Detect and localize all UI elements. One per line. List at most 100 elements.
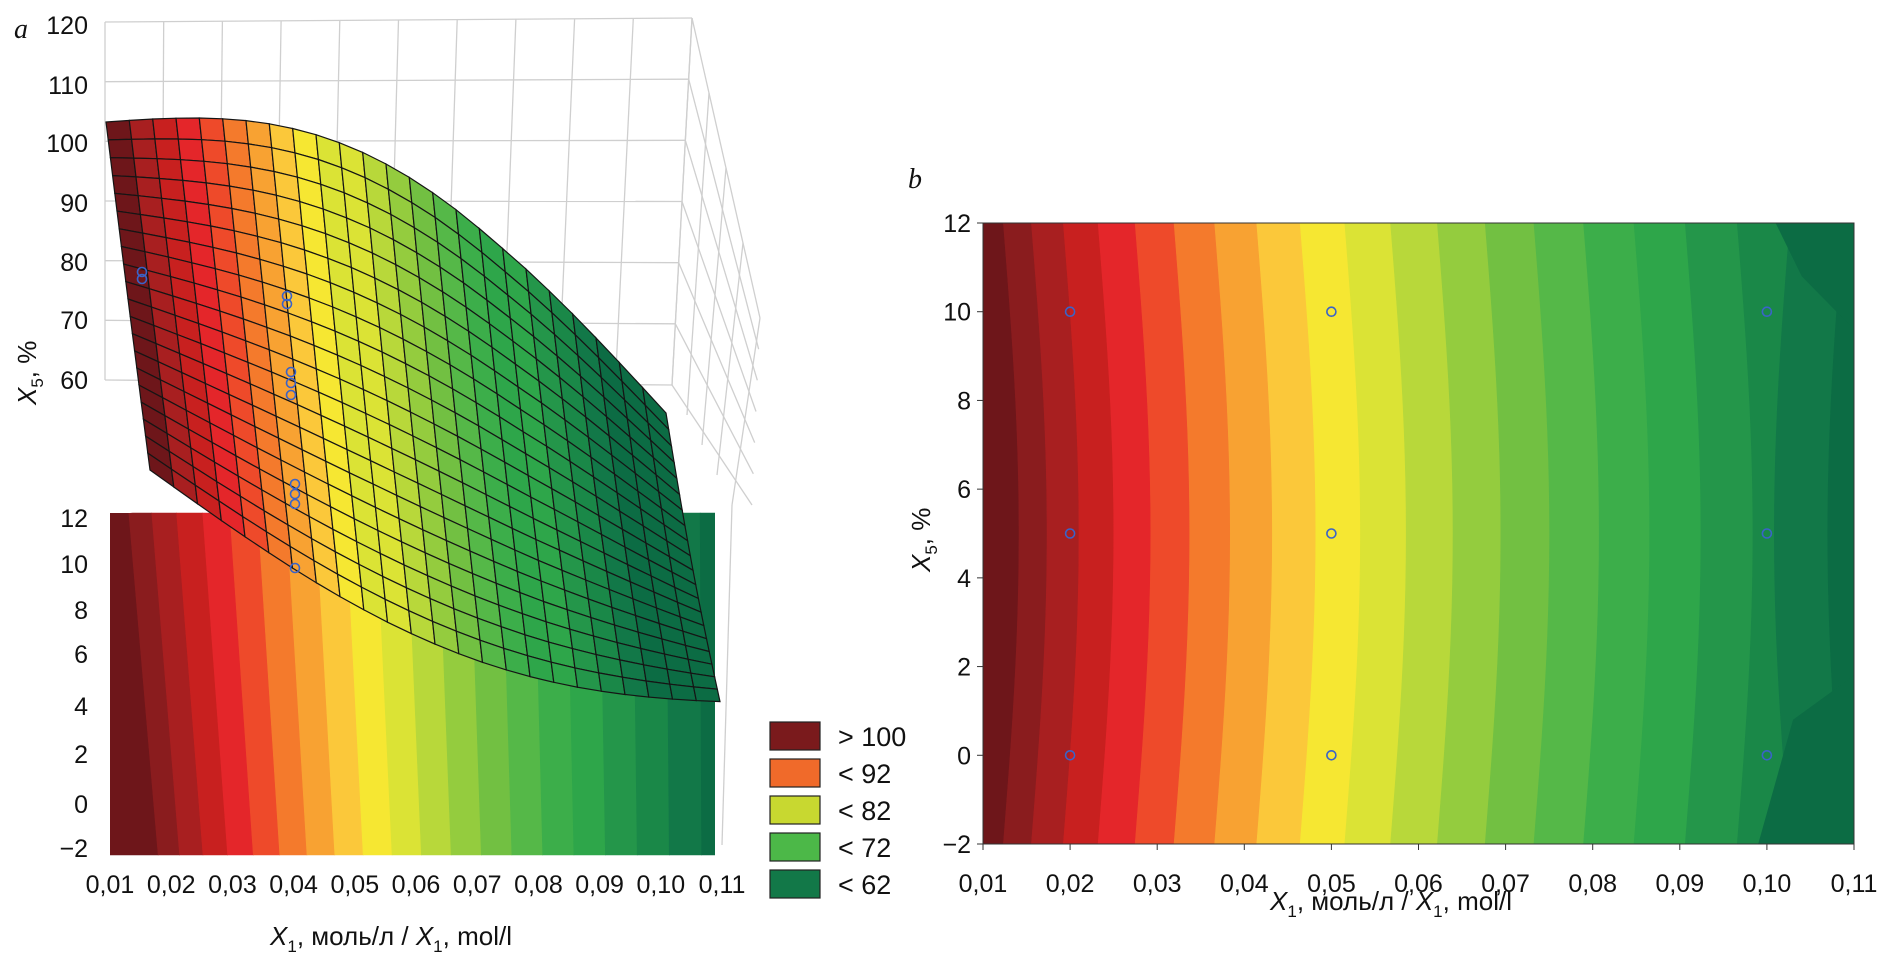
x-tick-label: 0,04 <box>269 871 318 899</box>
z-tick-label: 100 <box>46 130 88 158</box>
surface-cell <box>200 139 228 165</box>
surface-cell <box>107 138 135 159</box>
z-tick-label: 60 <box>60 367 88 395</box>
grid-line <box>716 242 744 476</box>
z-tick-label: 70 <box>60 307 88 335</box>
surface-cell <box>175 117 203 141</box>
surface-cell <box>135 176 163 199</box>
grid-line <box>671 384 753 506</box>
legend-label: < 92 <box>838 759 891 789</box>
legend-label: > 100 <box>838 722 906 752</box>
x-tick-label: 0,07 <box>1481 870 1530 898</box>
surface-cell <box>154 138 182 161</box>
data-point <box>289 498 301 510</box>
contour-plot <box>983 223 1854 844</box>
z-tick-label: 90 <box>60 190 88 218</box>
x-axis-ticks: 0,01 0,02 0,03 0,04 0,05 0,06 0,07 0,08 0,09 0,10… <box>86 871 746 899</box>
panel-b-label: b <box>908 164 922 195</box>
data-point <box>1761 528 1773 539</box>
y-tick-label: 12 <box>943 210 971 238</box>
data-point <box>289 562 301 574</box>
grid-line <box>731 317 761 506</box>
data-point <box>1064 528 1076 539</box>
y-axis-ticks: −2 0 2 4 6 8 10 12 <box>59 505 88 863</box>
legend-label: < 72 <box>838 833 891 863</box>
surface-cell <box>692 686 721 703</box>
surface-cell <box>198 117 226 142</box>
data-point <box>285 366 297 378</box>
x-tick-label: 0,01 <box>959 870 1008 898</box>
data-point <box>136 273 148 285</box>
surface-cell <box>158 177 186 202</box>
surface-cell <box>105 119 133 141</box>
grid-line <box>681 201 757 412</box>
y-tick-label: 0 <box>957 742 971 770</box>
data-point <box>285 389 297 401</box>
z-tick-label: 120 <box>46 12 88 40</box>
x-tick-label: 0,05 <box>330 871 379 899</box>
data-point <box>1761 306 1773 318</box>
y-tick-label: 10 <box>60 551 88 579</box>
x-tick-label: 0,02 <box>147 871 196 899</box>
x-tick-label: 0,09 <box>575 871 624 899</box>
surface-cell <box>177 138 205 162</box>
y-tick-label: 8 <box>957 387 971 415</box>
data-point <box>1326 306 1337 318</box>
floor-mask <box>110 500 200 513</box>
y-tick-label: −2 <box>59 835 88 863</box>
grid-line <box>686 92 710 416</box>
surface-cell <box>156 158 184 182</box>
surface-cell <box>152 117 179 140</box>
grid-line <box>678 262 756 443</box>
b-x-axis-title: X1, моль/л / X1, mol/l <box>1269 886 1512 921</box>
x-tick-label: 0,01 <box>86 871 135 899</box>
surface-cell <box>222 118 249 145</box>
surface-cell <box>111 174 139 197</box>
surface-cell <box>669 683 698 702</box>
legend-label: < 62 <box>838 870 891 900</box>
legend-label: < 82 <box>838 796 891 826</box>
panel-a-label: a <box>14 14 28 45</box>
x-tick-label: 0,06 <box>1394 870 1443 898</box>
data-point <box>285 377 297 389</box>
x-tick-label: 0,08 <box>514 871 563 899</box>
data-point <box>289 488 301 500</box>
x-tick-label: 0,06 <box>392 871 441 899</box>
x-tick-label: 0,10 <box>636 871 685 899</box>
x-tick-label: 0,02 <box>1046 870 1095 898</box>
legend-swatch <box>769 758 821 788</box>
legend-swatch <box>769 832 821 862</box>
x-tick-label: 0,09 <box>1655 870 1704 898</box>
data-point <box>1064 749 1076 761</box>
surface-cell <box>179 159 207 184</box>
data-point <box>281 298 293 310</box>
grid-line <box>671 17 693 386</box>
grid-line <box>104 78 689 83</box>
z-tick-label: 80 <box>60 249 88 277</box>
a-y-axis-title: X5, % <box>12 341 47 406</box>
contour-points <box>1064 306 1773 761</box>
b-x-axis-ticks: 0,01 0,02 0,03 0,04 0,05 0,06 0,07 0,08 0,09 0,10… <box>959 844 1877 898</box>
y-tick-label: 2 <box>957 654 971 682</box>
legend-swatch <box>769 869 821 899</box>
data-point <box>1326 749 1337 761</box>
y-tick-label: 6 <box>74 641 88 669</box>
contour-band <box>1758 675 1854 844</box>
surface-cell <box>645 680 674 700</box>
x-tick-label: 0,05 <box>1307 870 1356 898</box>
x-tick-label: 0,03 <box>208 871 257 899</box>
response-surface <box>105 117 721 703</box>
legend: > 100 < 92 < 82 < 72 < 62 <box>769 721 906 900</box>
surface-cell <box>203 160 231 187</box>
x-tick-label: 0,07 <box>453 871 502 899</box>
surface-points <box>136 266 301 574</box>
legend-swatch <box>769 795 821 825</box>
x-tick-label: 0,08 <box>1568 870 1617 898</box>
grid-line <box>104 17 693 23</box>
grid-line <box>701 167 727 446</box>
z-tick-label: 110 <box>48 72 88 100</box>
y-tick-label: 4 <box>957 565 971 593</box>
surface-cell <box>224 140 252 168</box>
